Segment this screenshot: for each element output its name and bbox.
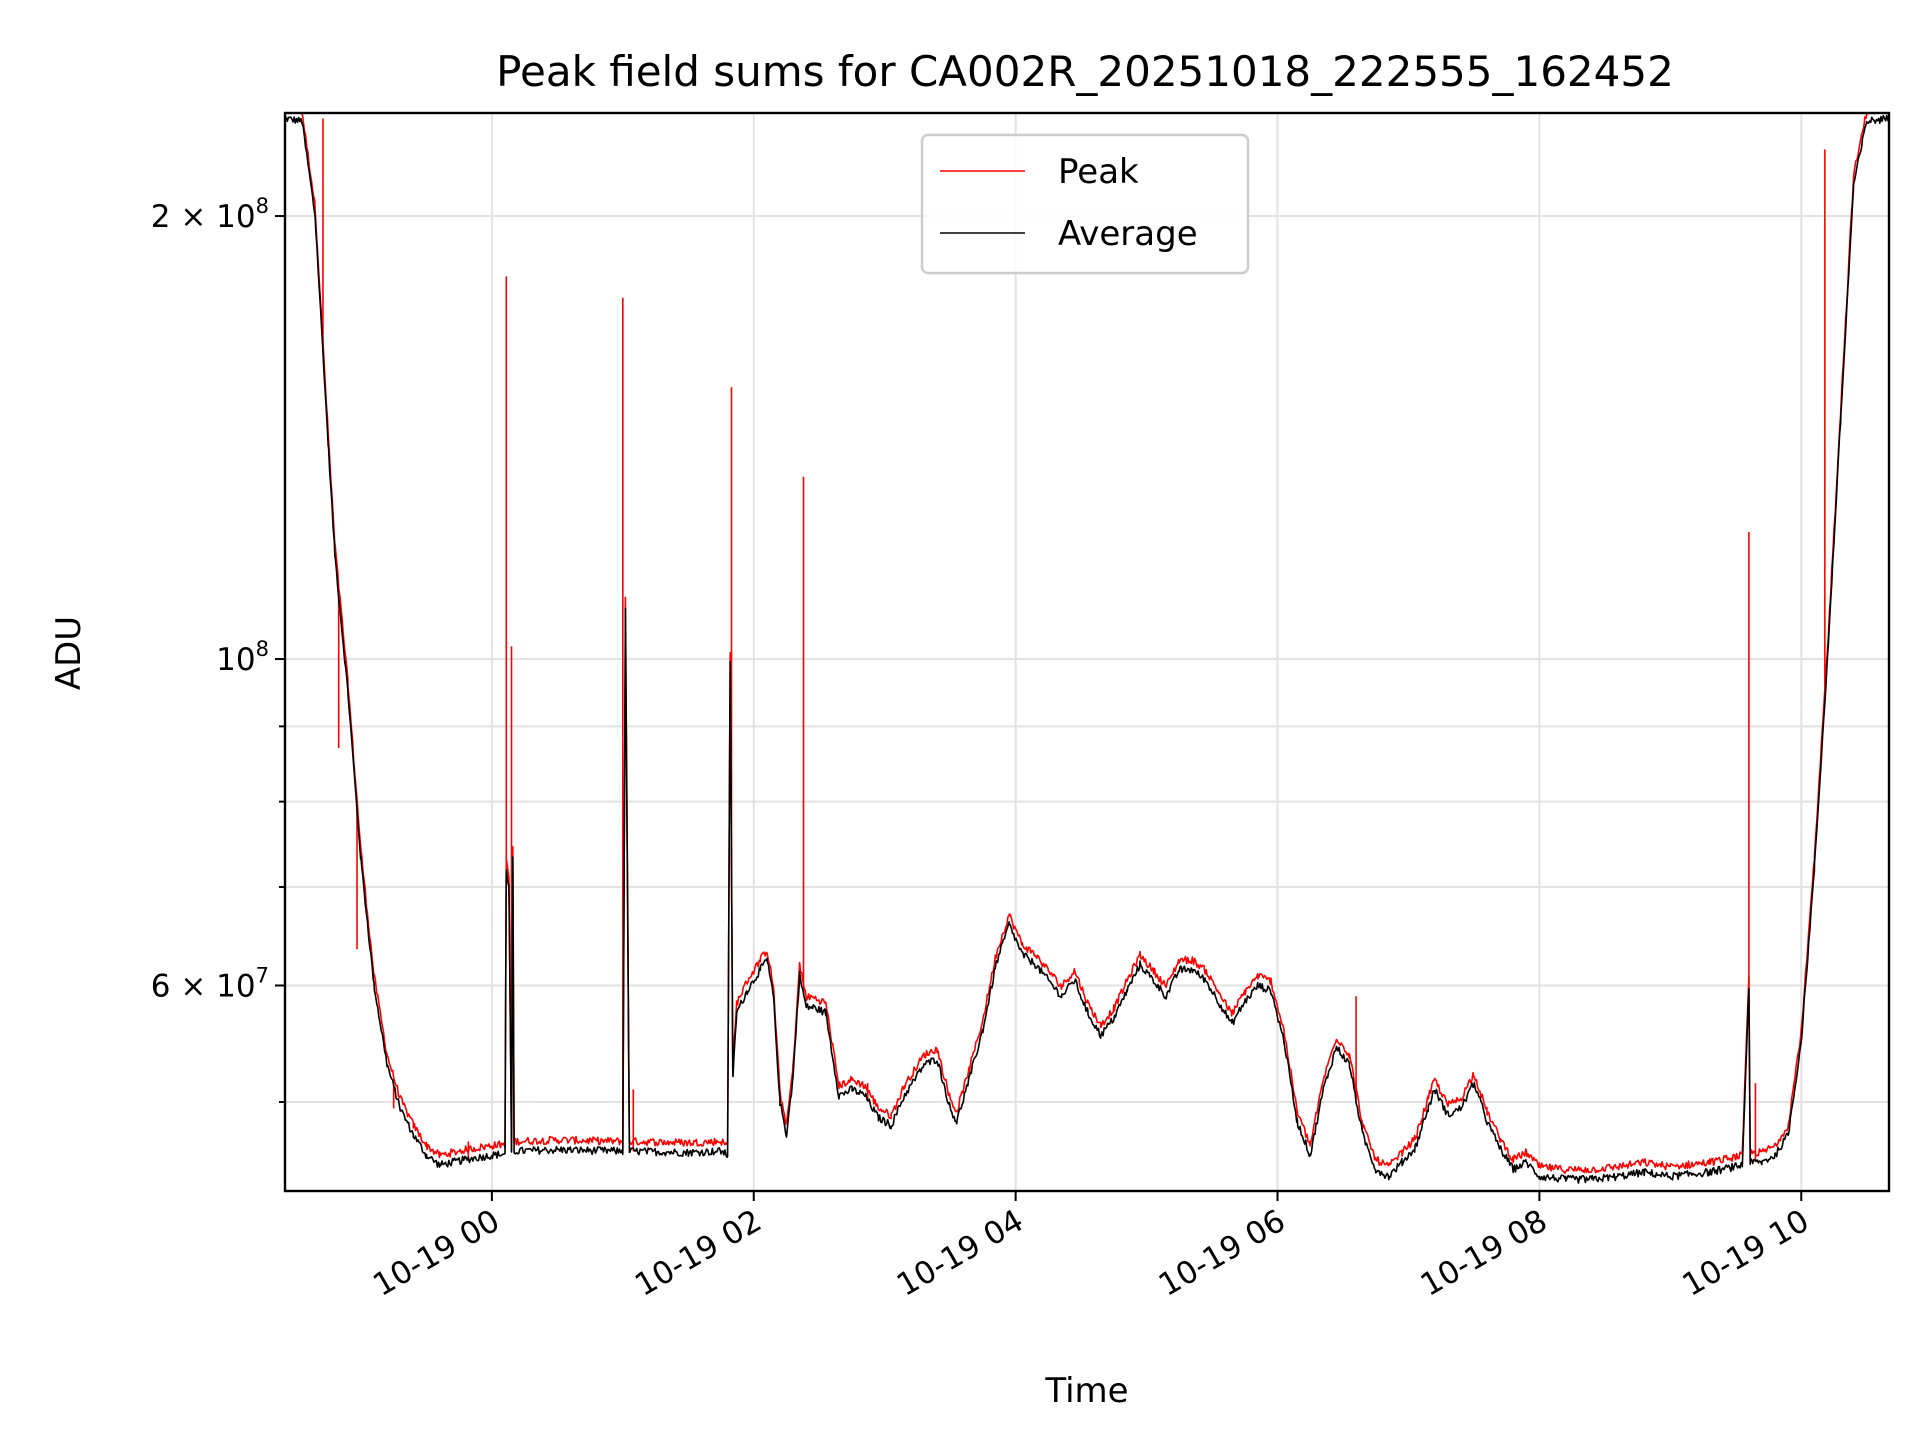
legend-box [920, 133, 1250, 275]
legend: Peak Average [920, 133, 1250, 275]
y-tick-label: 6 × 107 [151, 963, 269, 1004]
y-tick-label: 2 × 108 [151, 194, 269, 235]
plot-frame [283, 111, 1891, 1193]
chart-title: Peak field sums for CA002R_20251018_2225… [496, 47, 1674, 96]
x-axis-label: Time [1044, 1371, 1128, 1411]
y-axis-label: ADU [49, 616, 89, 690]
legend-average-label: Average [1058, 214, 1198, 254]
peak-series-line [299, 113, 1883, 1175]
grid-lines [285, 113, 1889, 1191]
series-layer [285, 113, 1889, 1184]
y-axis-ticks: 6 × 107 108 2 × 108 [151, 194, 285, 1104]
legend-peak-label: Peak [1058, 152, 1139, 192]
y-tick-label: 108 [216, 637, 269, 678]
average-series-line [285, 114, 1889, 1184]
